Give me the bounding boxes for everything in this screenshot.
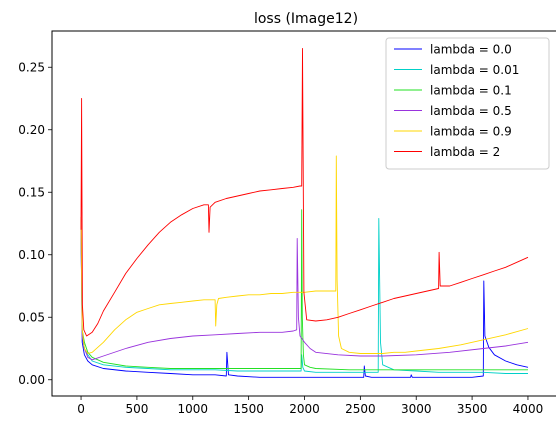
legend-label-5: lambda = 2	[430, 145, 500, 159]
chart-title: loss (Image12)	[254, 11, 358, 27]
legend-label-1: lambda = 0.01	[430, 63, 519, 77]
x-tick-label: 1000	[178, 402, 209, 416]
x-tick-label: 4000	[513, 402, 544, 416]
series-line-4	[80, 155, 529, 354]
x-tick-label: 2500	[345, 402, 376, 416]
x-tick-label: 500	[125, 402, 148, 416]
y-tick-label: 0.10	[18, 248, 45, 262]
series-line-1	[80, 218, 528, 374]
y-tick-label: 0.05	[18, 310, 45, 324]
x-tick-label: 1500	[233, 402, 264, 416]
x-tick-label: 2000	[289, 402, 320, 416]
y-axis: 0.00 0.05 0.10 0.15 0.20 0.25	[18, 60, 52, 387]
legend-box	[385, 37, 550, 170]
legend-label-2: lambda = 0.1	[430, 84, 512, 98]
y-tick-label: 0.15	[18, 185, 45, 199]
x-axis: 0 500 1000 1500 2000 2500 3000 3500 4000	[77, 396, 543, 416]
series-line-0	[80, 229, 529, 378]
series-layer	[80, 48, 529, 378]
x-tick-label: 3500	[457, 402, 488, 416]
y-tick-label: 0.00	[18, 373, 45, 387]
series-line-5	[80, 48, 529, 337]
y-tick-label: 0.25	[18, 60, 45, 74]
legend: lambda = 0.0 lambda = 0.01 lambda = 0.1 lam…	[385, 37, 550, 170]
series-line-3	[80, 229, 529, 361]
legend-label-3: lambda = 0.5	[430, 104, 512, 118]
series-line-2	[80, 209, 528, 371]
x-tick-label: 3000	[401, 402, 432, 416]
x-tick-label: 0	[77, 402, 85, 416]
legend-label-4: lambda = 0.9	[430, 125, 512, 139]
y-tick-label: 0.20	[18, 123, 45, 137]
legend-label-0: lambda = 0.0	[430, 43, 512, 57]
